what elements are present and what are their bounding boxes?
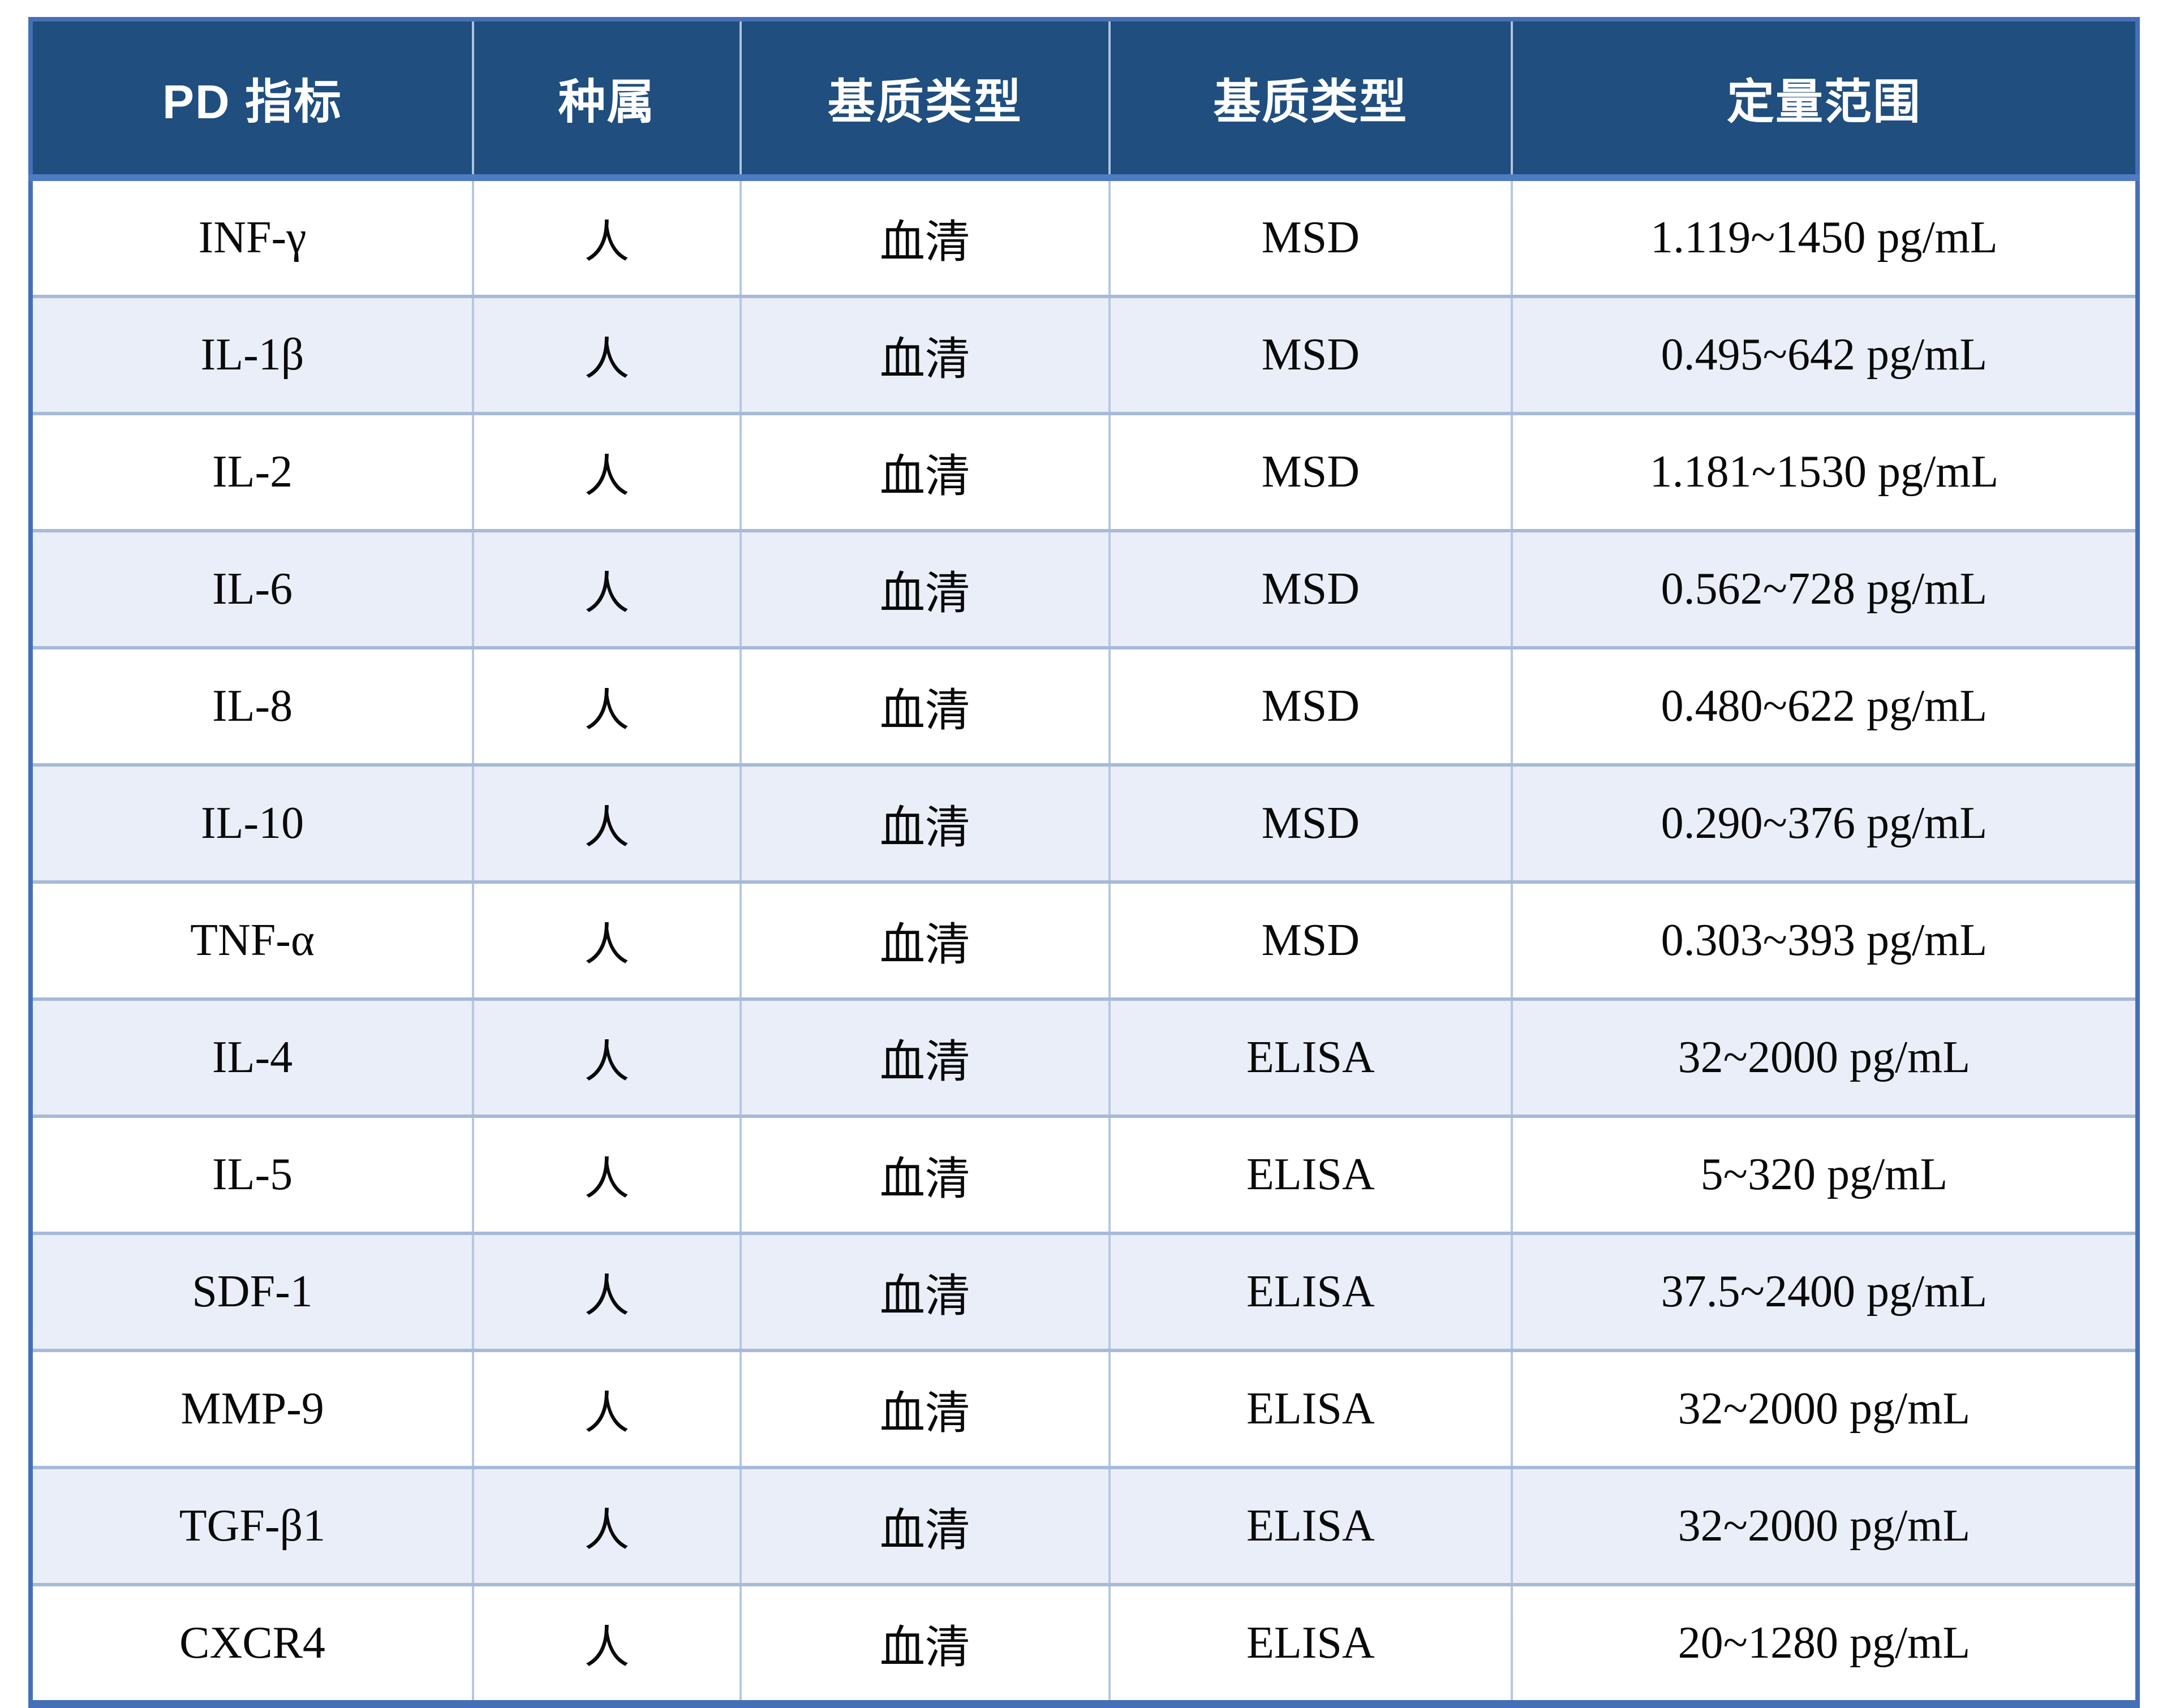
cell-range: 1.119~1450 pg/mL — [1510, 178, 2138, 296]
pd-indicators-table: PD 指标 种属 基质类型 基质类型 定量范围 INF-γ 人血清 MSD 1.119… — [28, 17, 2140, 1708]
cell-matrix: 血清 — [739, 295, 1110, 414]
header-cell-matrix-type-2: 基质类型 — [1108, 19, 1512, 181]
cell-platform: MSD — [1108, 295, 1512, 414]
cell-matrix: 血清 — [739, 412, 1110, 531]
cell-species: 人 — [472, 880, 741, 999]
table-row: IL-2 人血清 MSD 1.181~1530 pg/mL — [31, 412, 2138, 531]
cell-indicator: INF-γ — [198, 213, 307, 263]
cell-species: 人 — [472, 412, 741, 531]
cell-indicator: CXCR4 — [31, 1583, 474, 1704]
cell-species: 人 — [472, 529, 741, 648]
cell-matrix: 血清 — [739, 646, 1110, 765]
cell-platform: MSD — [1108, 646, 1512, 765]
cell-matrix: 血清 — [739, 1115, 1110, 1233]
cell-range: 32~2000 pg/mL — [1510, 997, 2138, 1116]
table-row: IL-1β 人血清 MSD 0.495~642 pg/mL — [31, 295, 2138, 414]
cell-indicator: IL-1β — [31, 295, 474, 414]
cell-platform: ELISA — [1108, 1115, 1512, 1233]
header-cell-pd-indicator: PD 指标 — [31, 19, 474, 181]
header-row: PD 指标 种属 基质类型 基质类型 定量范围 — [31, 19, 2138, 181]
cell-platform: ELISA — [1108, 1466, 1512, 1585]
cell-species: 人 — [472, 997, 741, 1116]
cell-matrix: 血清 — [739, 1466, 1110, 1585]
cell-range: 1.181~1530 pg/mL — [1510, 412, 2138, 531]
cell-range: 0.562~728 pg/mL — [1510, 529, 2138, 648]
cell-indicator: IL-8 — [31, 646, 474, 765]
cell-matrix: 血清 — [739, 1583, 1110, 1704]
cell-range: 37.5~2400 pg/mL — [1510, 1232, 2138, 1350]
cell-indicator: SDF-1 — [31, 1232, 474, 1350]
cell-matrix: 血清 — [739, 880, 1110, 999]
table-row: TNF-α 人血清 MSD 0.303~393 pg/mL — [31, 880, 2138, 999]
cell-species: 人 — [472, 1583, 741, 1704]
cell-matrix: 血清 — [739, 997, 1110, 1116]
cell-range: 0.495~642 pg/mL — [1510, 295, 2138, 414]
cell-platform: MSD — [1108, 412, 1512, 531]
cell-platform: MSD — [1108, 529, 1512, 648]
cell-species: 人 — [472, 1349, 741, 1468]
cell-platform: MSD — [1108, 880, 1512, 999]
cell-range: 32~2000 pg/mL — [1510, 1349, 2138, 1468]
cell-indicator: IL-2 — [31, 412, 474, 531]
table-row: IL-6 人血清 MSD 0.562~728 pg/mL — [31, 529, 2138, 648]
table-row: INF-γ 人血清 MSD 1.119~1450 pg/mL — [31, 178, 2138, 296]
table-row: IL-4 人血清 ELISA 32~2000 pg/mL — [31, 997, 2138, 1116]
table-row: IL-10 人血清 MSD 0.290~376 pg/mL — [31, 763, 2138, 882]
cell-range: 32~2000 pg/mL — [1510, 1466, 2138, 1585]
cell-species: 人 — [472, 763, 741, 882]
cell-species: 人 — [472, 178, 741, 296]
table-body: INF-γ 人血清 MSD 1.119~1450 pg/mL IL-1β 人血清 MSD 0.… — [31, 178, 2138, 1704]
cell-indicator: IL-10 — [31, 763, 474, 882]
cell-platform: MSD — [1108, 178, 1512, 296]
cell-species: 人 — [472, 646, 741, 765]
table-row: SDF-1 人血清 ELISA 37.5~2400 pg/mL — [31, 1232, 2138, 1350]
cell-platform: ELISA — [1108, 1583, 1512, 1704]
cell-indicator: MMP-9 — [31, 1349, 474, 1468]
table-header: PD 指标 种属 基质类型 基质类型 定量范围 — [31, 19, 2138, 181]
table-row: TGF-β1 人血清 ELISA 32~2000 pg/mL — [31, 1466, 2138, 1585]
cell-indicator: IL-5 — [31, 1115, 474, 1233]
cell-indicator: IL-4 — [31, 997, 474, 1116]
cell-species: 人 — [472, 1115, 741, 1233]
pd-indicators-table-container: PD 指标 种属 基质类型 基质类型 定量范围 INF-γ 人血清 MSD 1.119… — [28, 17, 2140, 1708]
cell-range: 5~320 pg/mL — [1510, 1115, 2138, 1233]
cell-range: 0.480~622 pg/mL — [1510, 646, 2138, 765]
cell-matrix: 血清 — [739, 529, 1110, 648]
cell-matrix: 血清 — [739, 763, 1110, 882]
table-row: IL-5 人血清 ELISA 5~320 pg/mL — [31, 1115, 2138, 1233]
table-row: CXCR4 人血清 ELISA 20~1280 pg/mL — [31, 1583, 2138, 1704]
cell-species: 人 — [472, 1232, 741, 1350]
header-cell-species: 种属 — [472, 19, 741, 181]
cell-species: 人 — [472, 295, 741, 414]
cell-range: 0.303~393 pg/mL — [1510, 880, 2138, 999]
cell-range: 0.290~376 pg/mL — [1510, 763, 2138, 882]
cell-indicator: IL-6 — [31, 529, 474, 648]
cell-platform: MSD — [1108, 763, 1512, 882]
table-row: IL-8 人血清 MSD 0.480~622 pg/mL — [31, 646, 2138, 765]
cell-matrix: 血清 — [739, 178, 1110, 296]
cell-platform: ELISA — [1108, 1349, 1512, 1468]
cell-platform: ELISA — [1108, 1232, 1512, 1350]
cell-range: 20~1280 pg/mL — [1510, 1583, 2138, 1704]
cell-indicator: TNF-α — [31, 880, 474, 999]
header-cell-matrix-type: 基质类型 — [739, 19, 1110, 181]
header-cell-quant-range: 定量范围 — [1510, 19, 2138, 181]
cell-platform: ELISA — [1108, 997, 1512, 1116]
cell-species: 人 — [472, 1466, 741, 1585]
table-row: MMP-9 人血清 ELISA 32~2000 pg/mL — [31, 1349, 2138, 1468]
cell-matrix: 血清 — [739, 1349, 1110, 1468]
cell-matrix: 血清 — [739, 1232, 1110, 1350]
cell-indicator: TGF-β1 — [31, 1466, 474, 1585]
